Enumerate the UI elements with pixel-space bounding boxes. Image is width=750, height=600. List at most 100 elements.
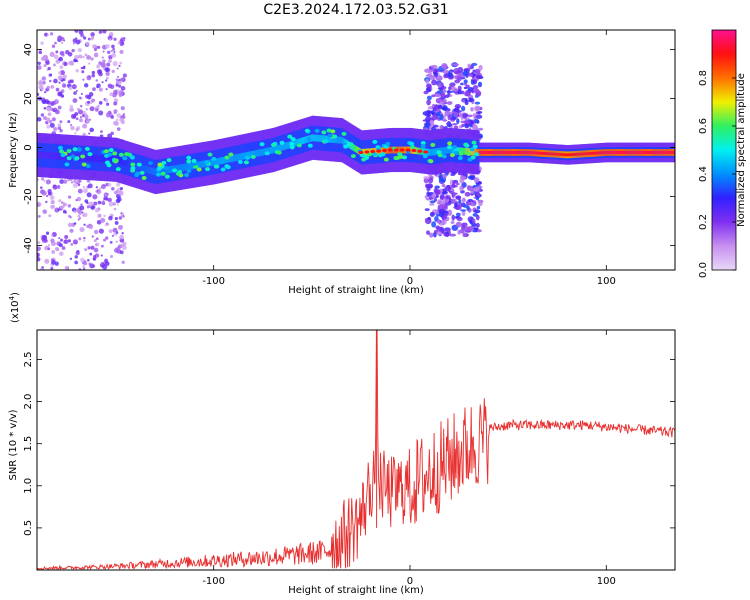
spectrogram-blob [157,162,163,167]
spectrogram-noise-dot [467,175,475,180]
spectrogram-noise-dot [43,106,47,110]
spectrogram-noise-dot [82,55,85,59]
spectrogram-noise-dot [110,254,114,258]
spectrogram-blob [156,172,162,177]
spectrogram-y-label: Frequency (Hz) [8,112,19,188]
spectrogram-noise-dot [115,240,118,243]
spectrogram-noise-dot [72,239,78,245]
spectrogram-band-cell [54,152,57,160]
spectrogram-noise-dot [114,216,118,221]
spectrogram-noise-dot [101,81,104,84]
spectrogram-blob [113,158,119,163]
spectrogram-band-cell [456,147,458,154]
spectrogram-noise-dot [59,205,64,210]
spectrogram-noise-dot [462,113,468,119]
spectrogram-noise-dot [436,231,442,236]
spectrogram-band-core [589,152,592,155]
spectrogram-noise-dot [83,247,86,251]
spectrogram-band-cell [155,168,158,176]
spectrogram-noise-dot [83,236,86,240]
spectrogram-blob [205,167,211,172]
spectrogram-blob [250,154,256,159]
spectrogram-blob [186,169,192,174]
spectrogram-noise-dot [37,117,42,122]
spectrogram-band-cell [230,155,233,163]
spectrogram-band-core [513,150,515,154]
spectrogram-band-cell [201,160,204,168]
spectrogram-noise-dot [116,67,119,70]
spectrogram-noise-dot [91,235,94,238]
spectrogram-band-core [599,151,602,155]
spectrogram-noise-dot [467,185,474,192]
spectrogram-noise-dot [58,81,61,84]
spectrogram-band-core [658,150,661,154]
spectrogram-noise-dot [106,223,110,226]
spectrogram-band-core [569,153,572,157]
spectrogram-band-core [627,150,630,154]
spectrogram-noise-dot [57,35,63,41]
spectrogram-band-cell [415,147,418,155]
spectrogram-blob [160,171,166,176]
spectrogram-noise-dot [82,78,85,81]
spectrogram-band-core [561,153,563,156]
spectrogram-noise-dot [95,79,98,82]
spectrogram-noise-dot [116,203,119,206]
spectrogram-band-cell [380,147,383,155]
spectrogram-band-cell [200,160,203,168]
spectrogram-noise-dot [452,63,460,66]
spectrogram-blob [139,170,145,175]
spectrogram-peak [358,150,364,155]
spectrogram-noise-dot [44,32,48,37]
spectrogram-band-cell [313,134,316,142]
spectrogram-band-core [641,150,644,154]
spectrogram-band-cell [106,155,109,163]
spectrogram-band-core [556,152,559,156]
spectrogram-blob [420,144,426,149]
spectrogram-noise-dot [122,214,125,218]
spectrogram-y-tick-label: -40 [23,237,34,253]
spectrogram-band-cell [430,148,433,156]
spectrogram-noise-dot [57,75,63,81]
spectrogram-blob [289,141,295,146]
spectrogram-band-cell [328,135,331,143]
spectrogram-noise-dot [464,191,471,197]
spectrogram-band-cell [57,152,60,160]
spectrogram-noise-dot [441,184,446,188]
spectrogram-noise-dot [429,232,434,238]
spectrogram-band-cell [45,152,48,159]
spectrogram-blob [279,140,285,145]
spectrogram-noise-dot [92,194,98,200]
spectrogram-band-cell [238,153,241,161]
spectrogram-noise-dot [424,68,432,73]
spectrogram-noise-dot [472,218,476,224]
spectrogram-band-cell [128,160,131,168]
spectrogram-noise-dot [121,241,127,247]
spectrogram-band-core [483,150,486,154]
spectrogram-noise-dot [62,246,65,250]
spectrogram-band-cell [355,145,357,153]
spectrogram-band-core [650,150,653,154]
spectrogram-noise-dot [118,64,121,67]
spectrogram-band-cell [101,155,104,163]
spectrogram-band-cell [90,154,92,162]
spectrogram-noise-dot [81,211,84,214]
spectrogram-band-cell [242,152,244,160]
spectrogram-noise-dot [41,237,46,242]
spectrogram-blob [327,133,333,138]
spectrogram-band-core [537,151,540,155]
spectrogram-band-cell [427,148,430,156]
spectrogram-band-cell [302,137,304,145]
spectrogram-band-cell [214,158,217,166]
spectrogram-band-core [557,152,560,156]
spectrogram-band-core [657,150,660,154]
spectrogram-noise-dot [455,182,460,186]
spectrogram-noise-dot [100,254,103,257]
spectrogram-band-cell [231,155,234,162]
spectrogram-band-cell [86,154,88,162]
spectrogram-band-core [570,153,573,157]
spectrogram-noise-dot [40,177,45,181]
spectrogram-noise-dot [426,187,431,192]
spectrogram-band-cell [467,148,470,155]
spectrogram-noise-dot [71,84,77,90]
spectrogram-band-cell [154,168,157,176]
